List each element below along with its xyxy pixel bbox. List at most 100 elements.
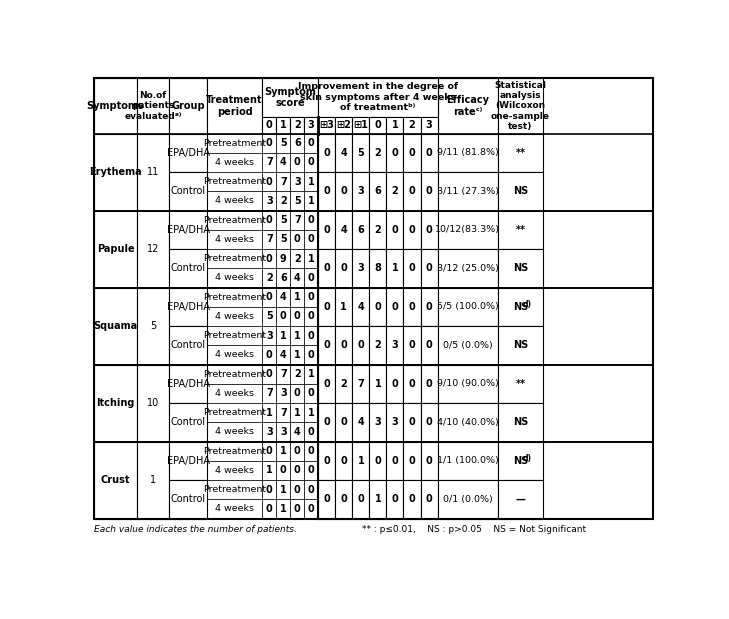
Bar	[370, 480, 386, 500]
Text: 3: 3	[280, 427, 286, 437]
Text: NS: NS	[512, 417, 528, 427]
Bar	[290, 384, 304, 403]
Bar	[94, 210, 137, 288]
Bar	[262, 249, 276, 268]
Bar	[290, 230, 304, 249]
Text: 0: 0	[324, 263, 330, 274]
Bar	[94, 134, 137, 153]
Text: 0: 0	[408, 417, 416, 427]
Bar	[437, 403, 498, 441]
Bar	[498, 288, 543, 307]
Text: 3: 3	[266, 331, 273, 340]
Bar	[94, 307, 137, 326]
Text: 7: 7	[266, 389, 273, 399]
Text: **: **	[515, 379, 526, 389]
Text: 1: 1	[340, 302, 347, 312]
Bar	[386, 422, 403, 441]
Bar	[290, 326, 304, 345]
Bar	[437, 500, 498, 519]
Bar	[318, 326, 335, 345]
Text: 0: 0	[308, 157, 315, 168]
Bar	[262, 210, 276, 230]
Text: 7: 7	[266, 157, 273, 168]
Bar	[370, 210, 386, 230]
Bar	[335, 461, 352, 480]
Bar	[335, 288, 352, 326]
Bar	[370, 191, 386, 210]
Text: 4 weeks: 4 weeks	[215, 389, 254, 398]
Bar	[206, 365, 262, 384]
Bar	[352, 191, 370, 210]
Bar	[352, 172, 370, 210]
Text: 0: 0	[426, 148, 432, 158]
Bar	[437, 441, 498, 480]
Text: 0: 0	[266, 292, 273, 302]
Text: Symptom
score: Symptom score	[265, 87, 316, 108]
Bar	[276, 403, 290, 422]
Text: 10: 10	[147, 398, 159, 408]
Bar	[403, 403, 421, 422]
Bar	[276, 345, 290, 365]
Bar	[437, 288, 498, 326]
Text: 1: 1	[357, 456, 364, 466]
Bar	[421, 461, 437, 480]
Text: 0: 0	[308, 389, 315, 399]
Bar	[318, 307, 335, 326]
Bar	[386, 134, 403, 172]
Bar	[276, 384, 290, 403]
Bar	[276, 191, 290, 210]
Bar	[437, 365, 498, 384]
Bar	[335, 365, 352, 384]
Bar	[290, 268, 304, 288]
Bar	[498, 210, 543, 249]
Bar	[403, 480, 421, 500]
Bar	[421, 134, 437, 172]
Text: Pretreatment: Pretreatment	[203, 215, 266, 225]
Bar	[318, 441, 335, 461]
Text: 0: 0	[324, 302, 330, 312]
Bar	[318, 134, 335, 172]
Bar	[169, 78, 206, 134]
Bar	[169, 210, 206, 230]
Bar	[318, 172, 335, 191]
Text: 10/12(83.3%): 10/12(83.3%)	[435, 225, 500, 235]
Bar	[335, 480, 352, 500]
Bar	[304, 153, 318, 172]
Bar	[262, 480, 276, 500]
Text: 6: 6	[375, 186, 381, 196]
Bar	[403, 249, 421, 288]
Bar	[137, 288, 169, 307]
Bar	[137, 384, 169, 403]
Bar	[304, 307, 318, 326]
Text: EPA/DHA: EPA/DHA	[166, 148, 209, 158]
Bar	[137, 345, 169, 365]
Text: 4 weeks: 4 weeks	[215, 312, 254, 321]
Text: 3/12 (25.0%): 3/12 (25.0%)	[437, 264, 499, 273]
Text: 2: 2	[375, 148, 381, 158]
Text: 0: 0	[340, 417, 347, 427]
Bar	[352, 210, 370, 249]
Text: 0: 0	[294, 465, 300, 475]
Text: 3: 3	[308, 120, 315, 130]
Bar	[276, 153, 290, 172]
Bar	[498, 210, 543, 230]
Text: 0: 0	[266, 176, 273, 187]
Bar	[498, 403, 543, 422]
Bar	[437, 326, 498, 345]
Bar	[290, 365, 304, 384]
Bar	[169, 461, 206, 480]
Text: 1: 1	[280, 446, 286, 456]
Bar	[386, 326, 403, 345]
Bar	[437, 403, 498, 422]
Text: 4: 4	[280, 292, 286, 302]
Text: 0: 0	[308, 504, 315, 514]
Text: 0: 0	[324, 148, 330, 158]
Text: Control: Control	[171, 186, 206, 196]
Bar	[290, 441, 304, 461]
Bar	[335, 116, 352, 134]
Bar	[352, 403, 370, 422]
Bar	[94, 268, 137, 288]
Bar	[304, 461, 318, 480]
Bar	[352, 480, 370, 519]
Text: 1: 1	[280, 504, 286, 514]
